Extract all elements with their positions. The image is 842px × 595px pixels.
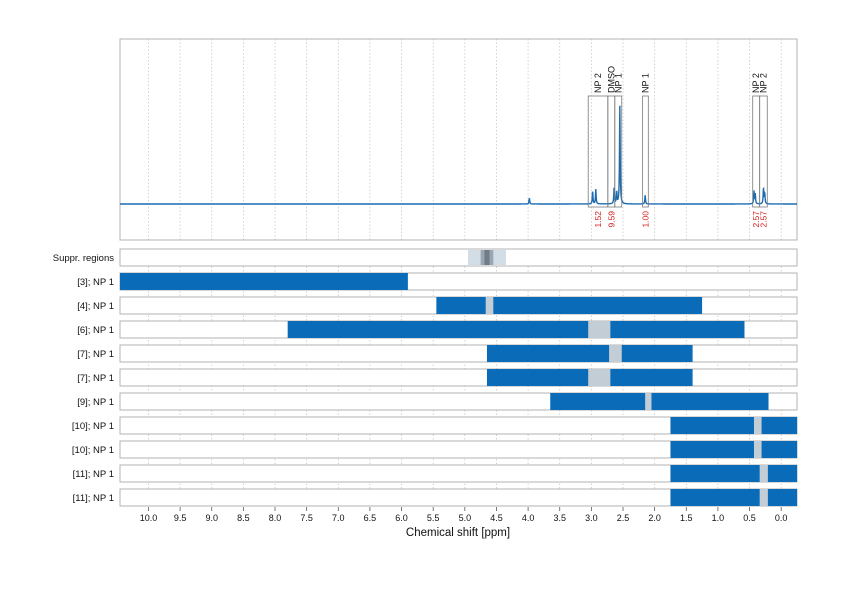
x-tick-label: 1.0 [712,513,725,523]
x-tick-label: 3.0 [585,513,598,523]
suppressed-gap [609,345,622,362]
row-label: [11]; NP 1 [73,493,114,504]
spectrum-frame [119,38,798,241]
peak-integral-value: 1.00 [640,211,650,228]
x-tick-label: 9.0 [205,513,218,523]
x-tick-label: 8.0 [269,513,282,523]
x-tick-label: 5.5 [427,513,440,523]
suppressed-gap [759,489,768,506]
peak-assignment-label: NP 2 [751,73,761,93]
suppressed-region [484,250,490,265]
x-tick-label: 2.5 [617,513,630,523]
suppressed-gap [645,393,652,410]
region-bar [670,441,797,458]
row-label: [10]; NP 1 [72,445,114,456]
row-label: [11]; NP 1 [73,469,114,480]
x-tick-label: 8.5 [237,513,250,523]
region-bar [550,393,769,410]
peak-assignment-label: NP 1 [613,73,623,93]
x-axis: 10.0 9.5 9.0 8.5 8.0 7.5 7.0 6.5 6.0 5.5 5.0 4.5 4.0… [140,507,788,523]
x-tick-label: 4.0 [522,513,535,523]
peak-assignment-label: NP 2 [758,73,768,93]
peak-integral-value: 2.57 [751,211,761,228]
suppressed-gap [588,321,611,338]
peak-assignment-label: DMSO [606,66,616,93]
region-bar [436,297,703,314]
x-tick-label: 2.0 [648,513,661,523]
peak-region-box [642,95,649,208]
suppressed-gap [485,297,494,314]
peak-integral-value: 1.52 [593,211,603,228]
region-rows: Suppr. regions [3]; NP 1 [4]; NP 1 [6]; NP … [53,248,798,507]
row-label: [3]; NP 1 [77,277,114,288]
region-bar [670,465,797,482]
x-tick-label: 7.5 [300,513,313,523]
peak-integral-value: 9.59 [606,211,616,228]
peak-integral-value: 2.57 [758,211,768,228]
suppr-regions-label: Suppr. regions [53,253,115,264]
region-bar [287,321,745,338]
x-tick-label: 9.5 [174,513,187,523]
x-axis-label: Chemical shift [ppm] [406,527,510,539]
suppressed-gap [753,441,762,458]
region-bar [120,273,408,290]
x-tick-label: 5.0 [459,513,472,523]
row-label: [10]; NP 1 [72,421,114,432]
region-bar [486,345,693,362]
row-label: [6]; NP 1 [77,325,114,336]
x-tick-label: 3.5 [553,513,566,523]
spectrum-panel [119,38,798,241]
suppressed-gap [588,369,611,386]
x-tick-label: 1.5 [680,513,693,523]
region-bar [670,489,797,506]
row-frame [119,248,798,267]
x-tick-label: 10.0 [140,513,158,523]
x-tick-label: 4.5 [490,513,503,523]
suppressed-gap [759,465,768,482]
peak-region-box [614,95,623,208]
x-tick-label: 0.0 [775,513,788,523]
x-tick-label: 6.5 [364,513,377,523]
peak-assignment-label: NP 1 [640,73,650,93]
row-label: [4]; NP 1 [77,301,114,312]
row-frame [119,344,798,363]
x-tick-label: 6.0 [395,513,408,523]
row-label: [9]; NP 1 [77,397,114,408]
spectrum-line [120,105,797,205]
row-label: [7]; NP 1 [77,373,114,384]
peak-region-box [759,95,768,208]
row-label: [7]; NP 1 [77,349,114,360]
annotation-layer: NP 2 1.52 DMSO 9.59 NP 1 NP 1 1.00 NP 2 2.57 NP 2… [587,66,768,228]
region-bar [670,417,797,434]
peak-assignment-label: NP 2 [593,73,603,93]
x-tick-label: 0.5 [743,513,756,523]
suppressed-gap [753,417,762,434]
x-tick-label: 7.0 [332,513,345,523]
row-frame [119,368,798,387]
